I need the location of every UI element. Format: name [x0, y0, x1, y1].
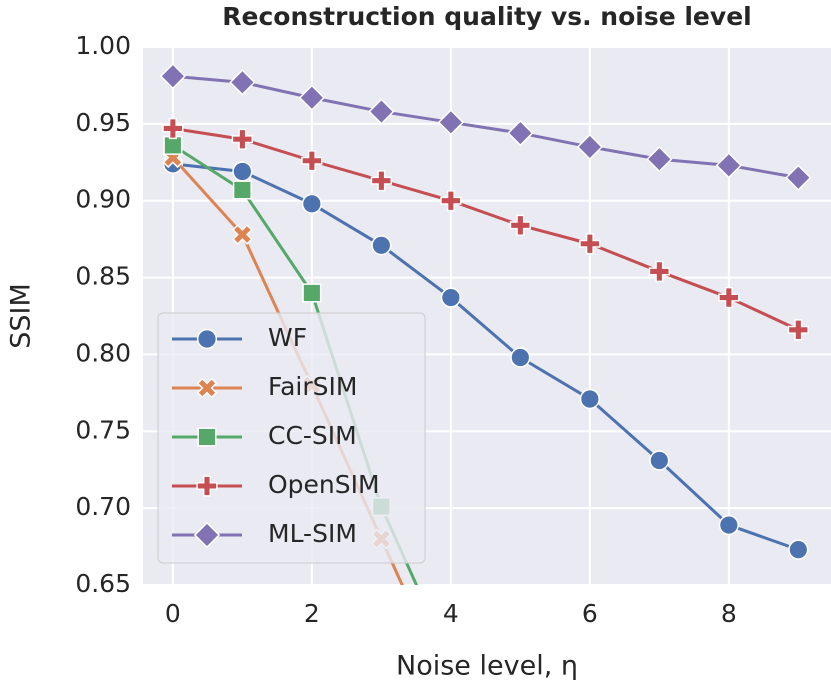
marker	[196, 475, 218, 497]
marker	[196, 328, 218, 350]
marker	[232, 161, 253, 182]
marker	[788, 539, 809, 560]
series-line	[172, 74, 799, 180]
marker	[301, 193, 322, 214]
marker	[371, 235, 392, 256]
y-tick-label: 0.65	[75, 569, 131, 598]
marker	[718, 286, 740, 309]
marker	[718, 514, 739, 536]
series-line	[172, 126, 799, 332]
y-axis-label: SSIM	[6, 283, 37, 349]
marker	[579, 233, 601, 255]
marker	[510, 347, 531, 368]
chart-title: Reconstruction quality vs. noise level	[222, 2, 751, 31]
marker	[579, 388, 600, 410]
y-tick-label: 1.00	[75, 31, 131, 60]
marker	[298, 84, 326, 111]
marker	[302, 283, 322, 303]
legend-label: OpenSIM	[268, 470, 380, 499]
marker	[440, 190, 462, 212]
marker	[163, 135, 183, 155]
marker	[646, 146, 673, 173]
marker	[196, 377, 218, 399]
legend-label: CC-SIM	[268, 421, 357, 450]
marker	[507, 119, 534, 147]
marker	[229, 69, 256, 96]
legend-label: WF	[268, 323, 307, 352]
marker	[576, 133, 604, 161]
x-tick-label: 4	[443, 599, 459, 628]
legend-label: FairSIM	[268, 372, 357, 401]
marker	[785, 164, 812, 191]
y-tick-label: 0.80	[75, 338, 131, 367]
marker	[440, 287, 461, 308]
marker	[437, 109, 465, 136]
y-tick-label: 0.90	[75, 185, 131, 214]
x-axis-label: Noise level, η	[396, 651, 578, 682]
marker	[648, 260, 670, 283]
y-tick-label: 0.70	[75, 492, 131, 521]
x-tick-label: 6	[582, 599, 598, 628]
marker	[442, 683, 461, 692]
marker	[649, 450, 670, 471]
x-tick-label: 2	[304, 599, 320, 628]
marker	[368, 98, 395, 125]
marker	[232, 180, 252, 200]
marker	[301, 150, 323, 172]
marker	[193, 521, 221, 549]
y-tick-label: 0.75	[75, 415, 131, 444]
series-line	[172, 162, 799, 552]
marker	[197, 427, 217, 447]
marker	[715, 152, 743, 179]
legend-box	[157, 312, 426, 564]
marker	[162, 117, 184, 140]
x-tick-label: 0	[165, 599, 181, 628]
legend-label: ML-SIM	[268, 519, 357, 548]
marker	[159, 63, 187, 90]
marker	[509, 214, 532, 236]
marker	[231, 224, 253, 245]
y-tick-label: 0.85	[75, 262, 131, 291]
marker	[231, 128, 254, 150]
x-tick-label: 8	[721, 599, 737, 628]
marker	[787, 319, 809, 341]
y-tick-label: 0.95	[75, 108, 131, 137]
marker	[370, 170, 393, 192]
